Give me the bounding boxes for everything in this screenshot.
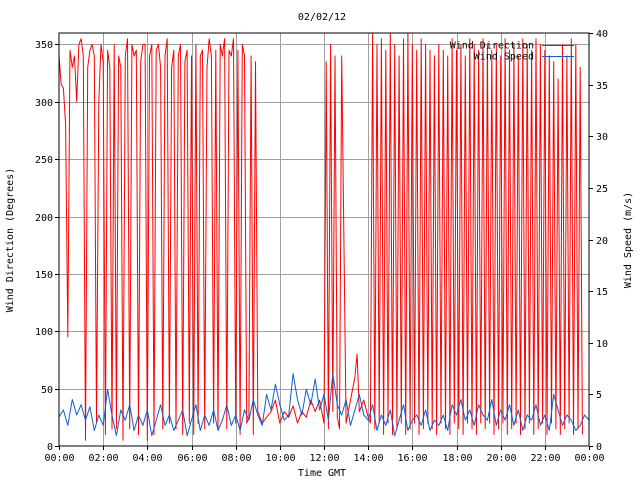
- x-tick-label: 00:00: [574, 453, 604, 464]
- y-right-tick-label: 35: [596, 81, 608, 92]
- wind-speed-legend-label: Wind Speed: [474, 52, 534, 63]
- x-tick-label: 12:00: [309, 453, 339, 464]
- y-left-tick-label: 350: [35, 40, 53, 51]
- y-right-tick-label: 0: [596, 442, 602, 453]
- x-tick-label: 04:00: [132, 453, 162, 464]
- y-left-tick-label: 200: [35, 213, 53, 224]
- x-tick-label: 06:00: [177, 453, 207, 464]
- y-left-tick-label: 50: [41, 385, 53, 396]
- x-tick-label: 16:00: [397, 453, 427, 464]
- axis-layer: 0 50 100 150 200 250 300 350 0 5 10 15 20 25 30 35 40 00:…: [35, 29, 608, 464]
- y-right-tick-label: 15: [596, 287, 608, 298]
- y-right-tick-label: 40: [596, 29, 608, 40]
- y-right-tick-label: 10: [596, 339, 608, 350]
- y-left-tick-label: 300: [35, 98, 53, 109]
- y-left-tick-label: 250: [35, 155, 53, 166]
- x-tick-label: 18:00: [442, 453, 472, 464]
- x-tick-label: 08:00: [221, 453, 251, 464]
- x-tick-label: 22:00: [530, 453, 560, 464]
- y-right-tick-label: 5: [596, 390, 602, 401]
- wind-direction-legend-label: Wind Direction: [450, 41, 534, 52]
- y-right-tick-label: 30: [596, 132, 608, 143]
- y-left-tick-label: 100: [35, 327, 53, 338]
- series-layer: [58, 32, 590, 441]
- wind-direction-line: [58, 32, 583, 441]
- x-tick-label: 10:00: [265, 453, 295, 464]
- wind-speed-line: [58, 373, 590, 437]
- x-axis-label: Time GMT: [298, 468, 346, 479]
- x-tick-label: 14:00: [353, 453, 383, 464]
- y-axis-left-label: Wind Direction (Degrees): [5, 168, 16, 313]
- y-right-tick-label: 20: [596, 236, 608, 247]
- x-tick-label: 00:00: [44, 453, 74, 464]
- x-tick-label: 20:00: [486, 453, 516, 464]
- y-left-tick-label: 150: [35, 270, 53, 281]
- y-axis-right-label: Wind Speed (m/s): [623, 192, 634, 288]
- x-tick-label: 02:00: [88, 453, 118, 464]
- chart-title: 02/02/12: [298, 12, 346, 23]
- y-right-tick-label: 25: [596, 184, 608, 195]
- y-left-tick-label: 0: [47, 442, 53, 453]
